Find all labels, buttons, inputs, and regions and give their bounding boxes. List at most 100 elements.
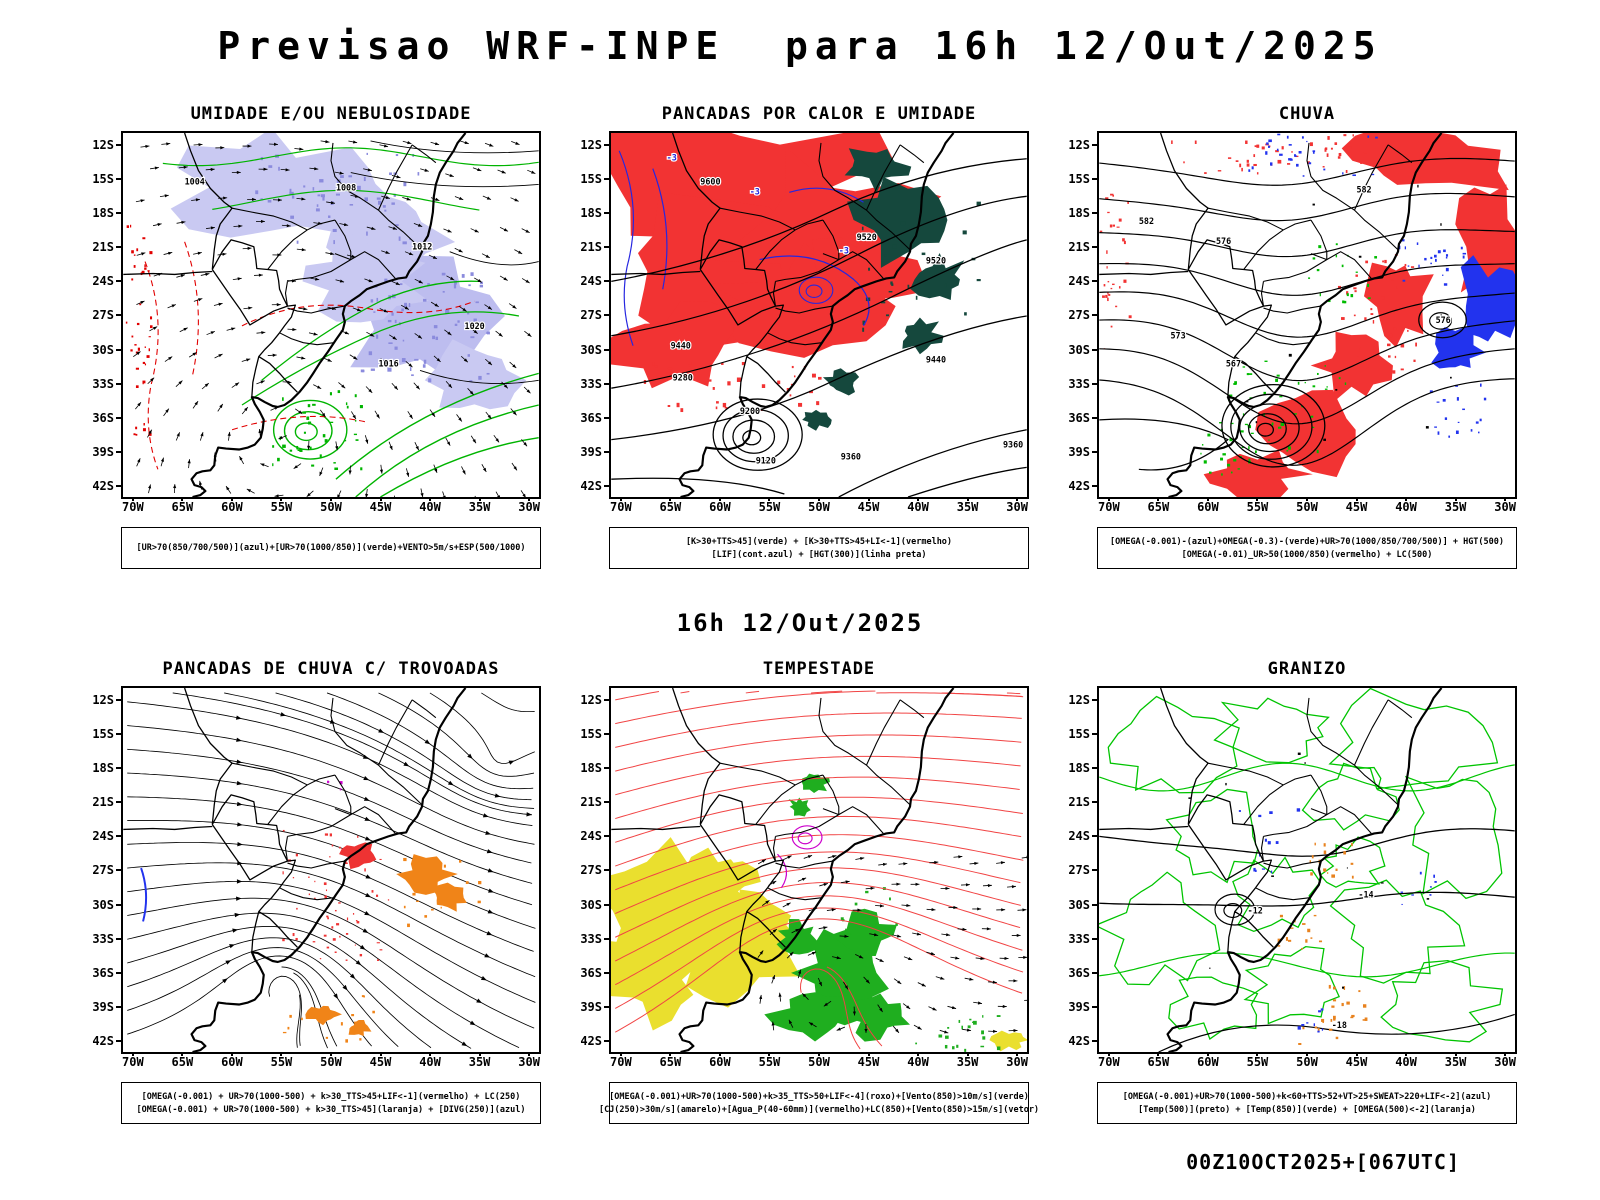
lat-tick-label: 21S <box>580 796 609 808</box>
lat-tick-label: 24S <box>92 275 121 287</box>
lon-axis: 70W 65W 60W 55W 50W 45W 40W 35W 30W <box>1097 1054 1517 1070</box>
lat-tick-label: 30S <box>580 899 609 911</box>
svg-text:573: 573 <box>1171 331 1186 341</box>
svg-text:1004: 1004 <box>185 176 205 186</box>
lat-tick-label: 21S <box>1068 796 1097 808</box>
lat-tick-label: 24S <box>1068 830 1097 842</box>
lon-tick-label: 30W <box>1006 500 1028 515</box>
lon-tick-label: 35W <box>1444 500 1467 515</box>
lon-tick-label: 30W <box>1494 500 1516 515</box>
svg-text:9360: 9360 <box>841 451 861 461</box>
lat-tick-label: 12S <box>92 694 121 706</box>
lat-tick-label: 21S <box>92 796 121 808</box>
lat-tick-label: 33S <box>92 378 121 390</box>
lat-axis: 12S 15S 18S 21S 24S 27S 30S 33S 36S 39S 42S <box>1059 686 1097 1054</box>
lat-tick-label: 39S <box>1068 446 1097 458</box>
lat-tick-label: 12S <box>1068 694 1097 706</box>
map-plot-granizo: -12 -14 -18 <box>1099 688 1515 1052</box>
lon-tick-label: 60W <box>1197 500 1219 515</box>
legend-line: [OMEGA(-0.001)+UR>70(1000-500)+k<60+TTS>… <box>1122 1091 1492 1102</box>
lat-tick-label: 18S <box>1068 207 1097 219</box>
lon-tick-label: 70W <box>122 1055 144 1070</box>
top-row: UMIDADE E/OU NEBULOSIDADE 12S 15S 18S 21S 24… <box>0 104 1600 569</box>
lon-tick-label: 50W <box>1296 500 1318 515</box>
lat-tick-label: 42S <box>580 1035 609 1047</box>
lat-tick-label: 39S <box>92 1001 121 1013</box>
lon-tick-label: 45W <box>1345 500 1368 515</box>
lat-tick-label: 27S <box>580 864 609 876</box>
lat-tick-label: 36S <box>92 412 121 424</box>
lat-tick-label: 27S <box>92 864 121 876</box>
svg-text:-3: -3 <box>667 153 677 163</box>
lon-tick-label: 40W <box>419 500 441 515</box>
lat-tick-label: 33S <box>1068 933 1097 945</box>
svg-text:9520: 9520 <box>926 256 946 266</box>
svg-text:9360: 9360 <box>1003 440 1023 450</box>
map-frame-umidade: 1004 1008 1012 1016 1020 <box>121 131 541 499</box>
lon-tick-label: 70W <box>1098 500 1120 515</box>
svg-text:-3: -3 <box>750 186 760 196</box>
map-area-granizo: 12S 15S 18S 21S 24S 27S 30S 33S 36S 39S 42S -12 -14… <box>1059 686 1517 1070</box>
lon-tick-label: 55W <box>758 500 781 515</box>
lat-tick-label: 15S <box>92 728 121 740</box>
lat-tick-label: 27S <box>1068 309 1097 321</box>
lat-tick-label: 33S <box>1068 378 1097 390</box>
lon-tick-label: 65W <box>171 500 194 515</box>
map-frame-trovoadas <box>121 686 541 1054</box>
lon-tick-label: 35W <box>468 500 491 515</box>
lon-tick-label: 50W <box>320 1055 342 1070</box>
lat-tick-label: 15S <box>580 728 609 740</box>
lon-tick-label: 45W <box>369 500 392 515</box>
svg-text:-3: -3 <box>839 246 849 256</box>
lon-tick-label: 30W <box>518 500 540 515</box>
lon-tick-label: 55W <box>1246 1055 1269 1070</box>
lat-tick-label: 36S <box>1068 967 1097 979</box>
legend-line: [OMEGA(-0.001)-(azul)+OMEGA(-0.3)-(verde… <box>1109 536 1505 547</box>
legend-line: [LIF](cont.azul) + [HGT(300)](linha pret… <box>711 549 927 560</box>
svg-text:9120: 9120 <box>756 455 776 465</box>
lat-tick-label: 21S <box>1068 241 1097 253</box>
lat-axis: 12S 15S 18S 21S 24S 27S 30S 33S 36S 39S 42S <box>83 131 121 499</box>
lat-tick-label: 42S <box>92 1035 121 1047</box>
lat-tick-label: 39S <box>92 446 121 458</box>
map-area-umidade: 12S 15S 18S 21S 24S 27S 30S 33S 36S 39S 42S 1004 10… <box>83 131 541 515</box>
lat-tick-label: 12S <box>580 139 609 151</box>
lat-tick-label: 39S <box>580 1001 609 1013</box>
svg-text:1012: 1012 <box>412 242 432 252</box>
lon-axis: 70W 65W 60W 55W 50W 45W 40W 35W 30W <box>609 499 1029 515</box>
map-plot-trovoadas <box>123 688 536 1052</box>
lat-tick-label: 24S <box>580 830 609 842</box>
lat-tick-label: 30S <box>92 344 121 356</box>
lat-tick-label: 12S <box>92 139 121 151</box>
valid-time-label: 16h 12/Out/2025 <box>676 609 924 637</box>
lon-tick-label: 45W <box>1345 1055 1368 1070</box>
legend-line: [UR>70(850/700/500)](azul)+[UR>70(1000/8… <box>136 543 526 553</box>
lon-tick-label: 55W <box>758 1055 781 1070</box>
svg-text:567: 567 <box>1226 358 1241 368</box>
lat-tick-label: 39S <box>1068 1001 1097 1013</box>
svg-text:9280: 9280 <box>673 372 693 382</box>
lon-tick-label: 45W <box>369 1055 392 1070</box>
lat-tick-label: 42S <box>1068 1035 1097 1047</box>
lon-tick-label: 60W <box>709 500 731 515</box>
lon-tick-label: 65W <box>1147 1055 1170 1070</box>
lon-tick-label: 45W <box>857 1055 880 1070</box>
lat-tick-label: 24S <box>92 830 121 842</box>
panel-pancadas-calor: PANCADAS POR CALOR E UMIDADE 12S 15S 18S 21… <box>571 104 1029 569</box>
lon-tick-label: 40W <box>907 500 929 515</box>
lon-tick-label: 45W <box>857 500 880 515</box>
map-frame-pancadas-calor: 9600 9520 9520 9440 9440 9360 9360 9280 9200 9120… <box>609 131 1029 499</box>
map-area-tempestade: 12S 15S 18S 21S 24S 27S 30S 33S 36S 39S 42S 70W 65W… <box>571 686 1029 1070</box>
legend-box-chuva: [OMEGA(-0.001)-(azul)+OMEGA(-0.3)-(verde… <box>1097 527 1517 569</box>
lat-tick-label: 36S <box>580 412 609 424</box>
map-area-pancadas-calor: 12S 15S 18S 21S 24S 27S 30S 33S 36S 39S 42S 9600 95… <box>571 131 1029 515</box>
lon-axis: 70W 65W 60W 55W 50W 45W 40W 35W 30W <box>121 1054 541 1070</box>
lat-tick-label: 15S <box>1068 173 1097 185</box>
legend-line: [OMEGA(-0.001) + UR>70(1000-500) + k>30_… <box>136 1104 526 1115</box>
legend-line: [OMEGA(-0.01)_UR>50(1000/850)(vermelho) … <box>1181 549 1433 560</box>
lat-tick-label: 12S <box>580 694 609 706</box>
svg-text:9600: 9600 <box>700 176 720 186</box>
lon-tick-label: 55W <box>270 1055 293 1070</box>
svg-text:576: 576 <box>1216 236 1231 246</box>
lat-tick-label: 27S <box>1068 864 1097 876</box>
